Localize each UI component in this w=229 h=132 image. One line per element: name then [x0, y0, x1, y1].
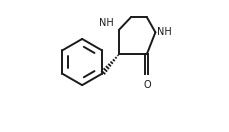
Text: O: O: [143, 80, 151, 90]
Text: NH: NH: [157, 27, 172, 37]
Text: NH: NH: [99, 18, 114, 28]
